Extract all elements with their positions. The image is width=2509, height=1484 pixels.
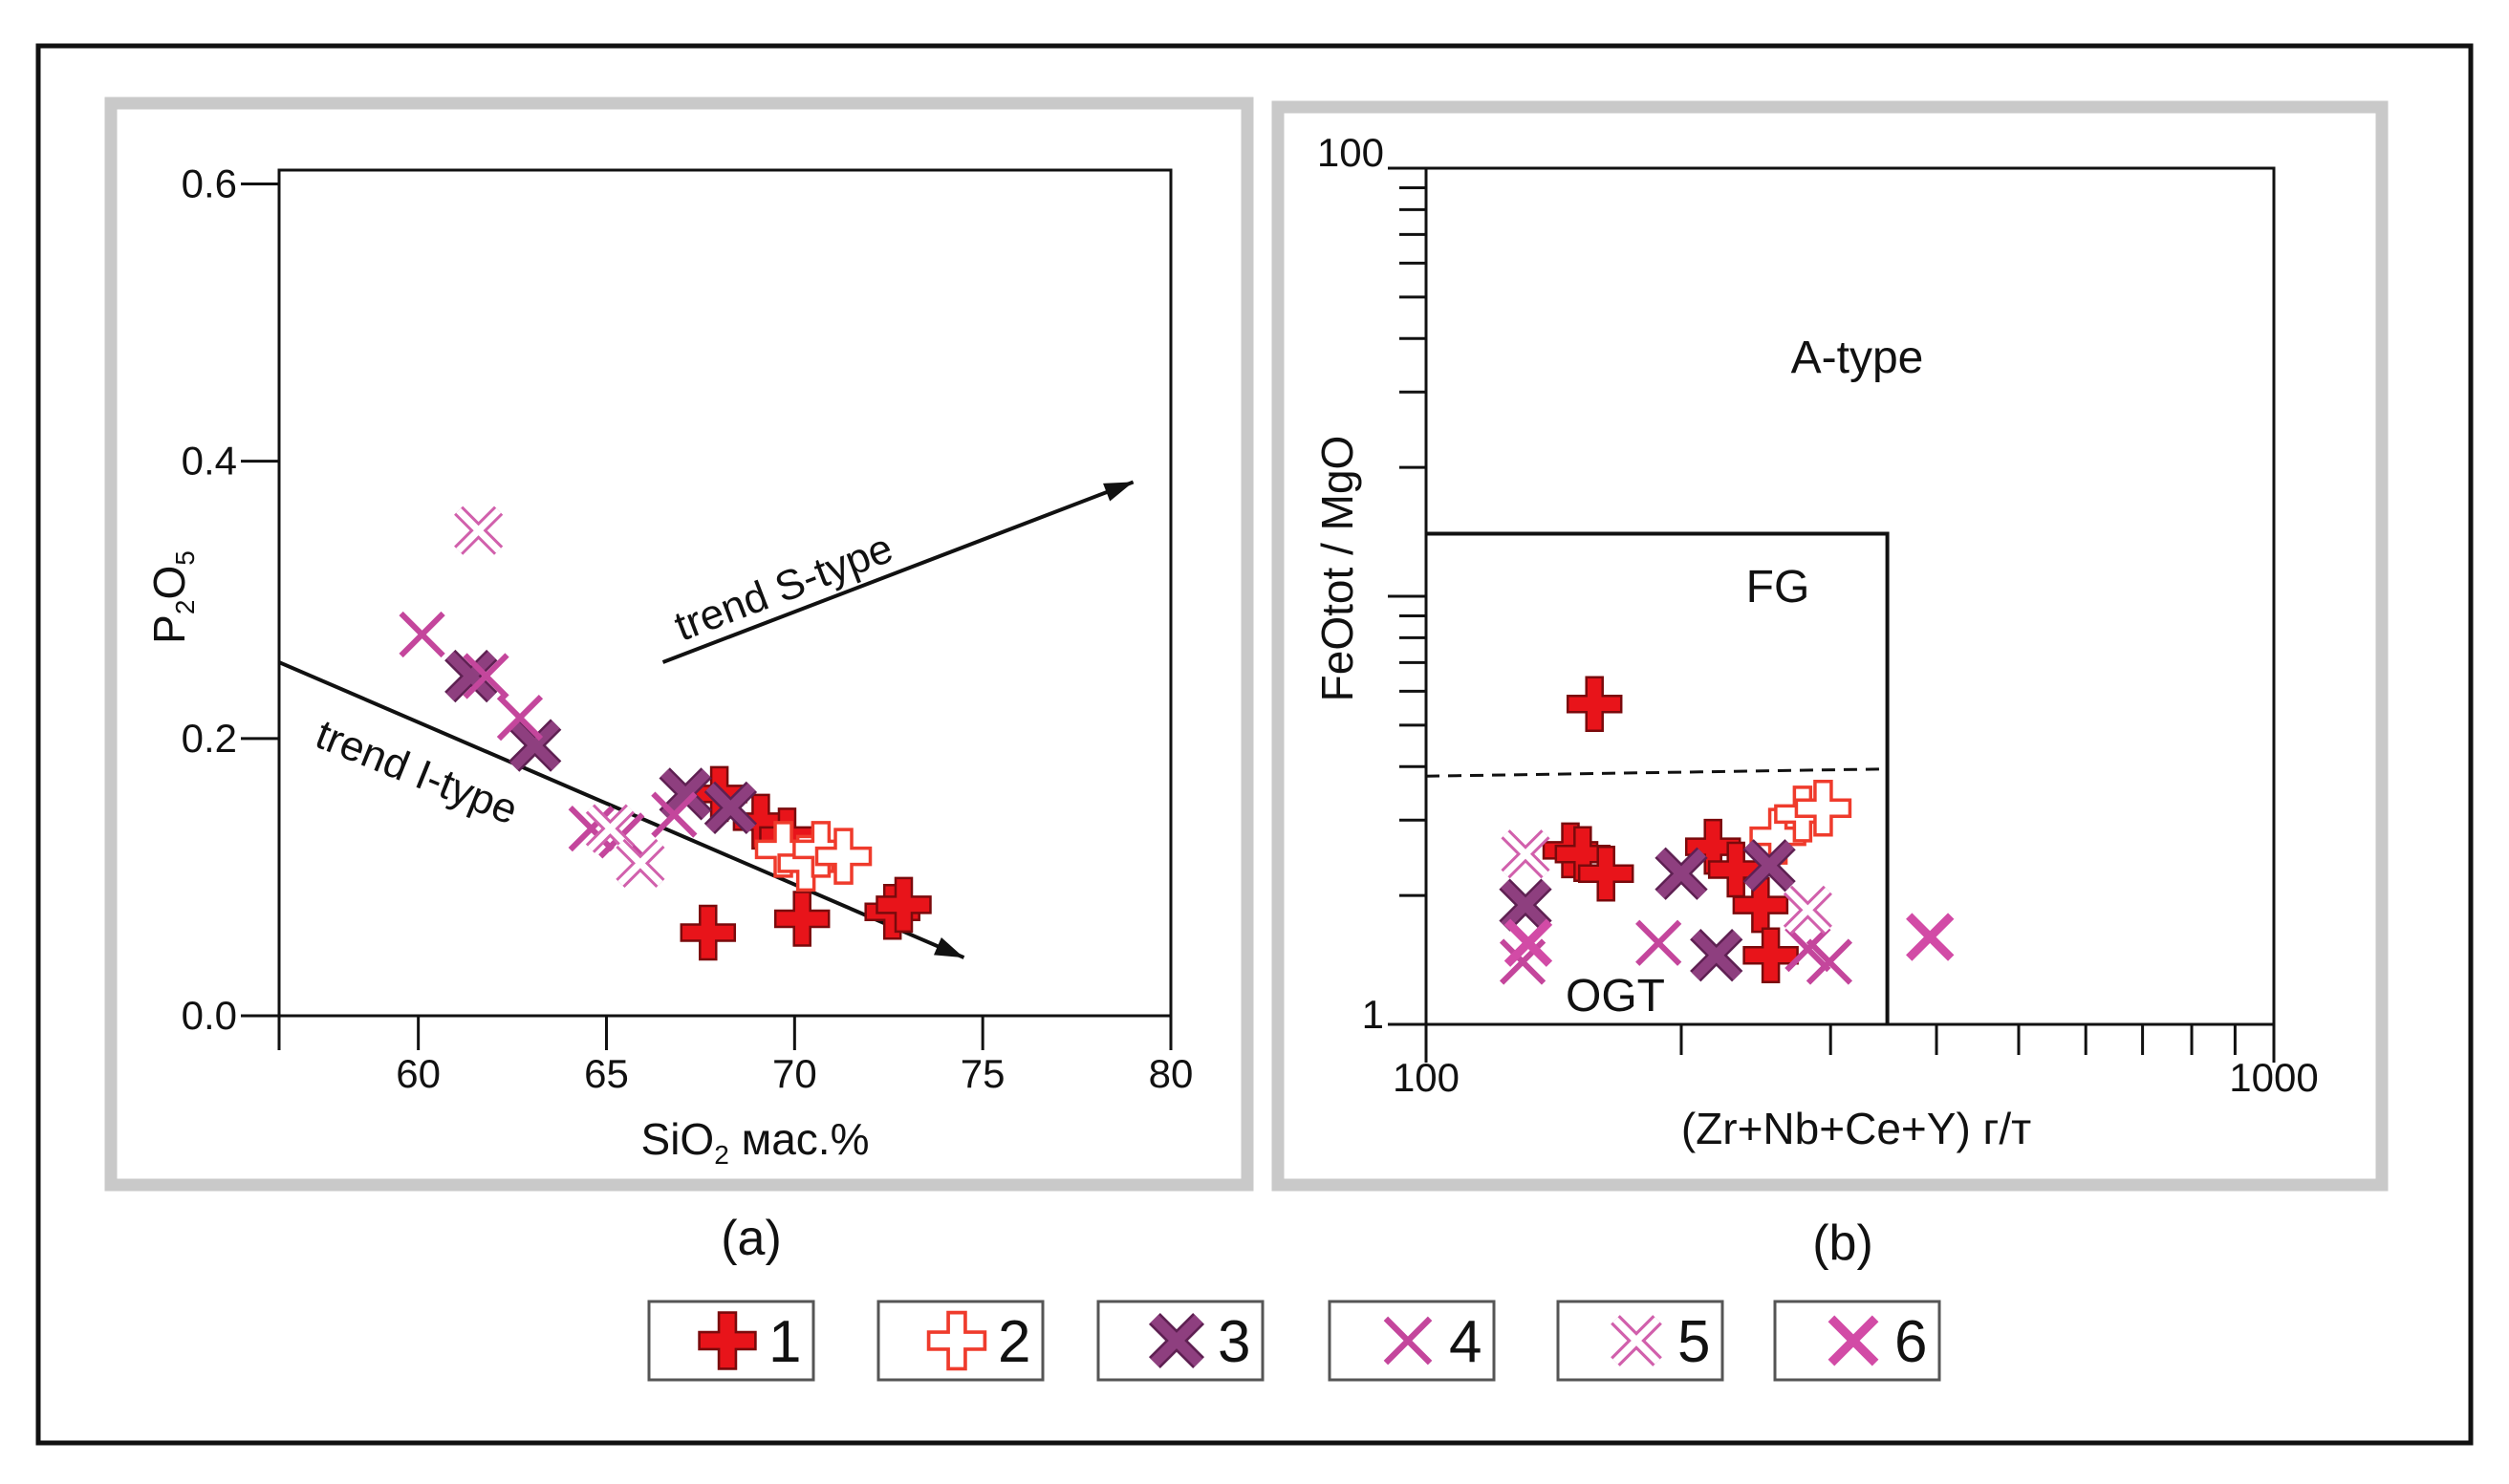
x-axis-title-a: SiO2 мас.%: [641, 1114, 870, 1170]
data-point-series-2: [754, 821, 812, 878]
legend-item-2: 2: [876, 1300, 1045, 1382]
data-point-series-5: [616, 838, 665, 889]
x-axis-title-b: (Zr+Nb+Ce+Y) г/т: [1681, 1104, 2031, 1153]
legend: 1 2 3 4 5 6: [647, 1300, 1941, 1382]
data-point-series-6: [1503, 918, 1553, 967]
data-point-series-4: [1806, 938, 1853, 985]
panel-a-frame: [104, 97, 1254, 1192]
y-axis-title-b: FeOtot / MgO: [1312, 436, 1362, 702]
y-tick-label-a: 0.6: [182, 161, 237, 206]
data-point-series-2: [1794, 779, 1852, 837]
legend-label-1: 1: [768, 1309, 801, 1375]
fg-ogt-boundary: [1425, 767, 1888, 778]
region-label-a-type: A-type: [1791, 333, 1924, 383]
points-b: [1499, 676, 1955, 985]
data-point-series-1: [680, 904, 737, 961]
x-tick-label-a: 80: [1149, 1051, 1194, 1096]
data-point-series-5: [1501, 829, 1550, 879]
data-point-series-3: [703, 781, 758, 835]
data-point-series-5: [1783, 885, 1832, 935]
data-point-series-5: [454, 505, 504, 555]
x-tick-label-a: 65: [584, 1051, 629, 1096]
data-point-series-1: [1577, 845, 1634, 902]
y-tick-label-a: 0.0: [182, 993, 237, 1038]
x-tick-label-b: 1000: [2229, 1055, 2318, 1100]
x-tick-label-a: 70: [772, 1051, 817, 1096]
legend-item-1: 1: [647, 1300, 815, 1382]
legend-label-4: 4: [1449, 1309, 1482, 1375]
plot-area-a: [277, 168, 1173, 1018]
legend-marker-3: [1148, 1312, 1205, 1369]
legend-marker-6: [1828, 1315, 1879, 1366]
panel-caption-a: (a): [721, 1211, 782, 1266]
x-axis-a: 60 65 70 75 80 0.0 0.2 0.4 0.6: [182, 161, 1194, 1096]
panel-b-frame: [1271, 100, 2389, 1192]
x-tick-label-b: 100: [1393, 1055, 1460, 1100]
data-point-series-4: [463, 653, 509, 699]
data-point-series-1: [1742, 927, 1799, 983]
points-a: [399, 505, 932, 961]
legend-label-5: 5: [1677, 1309, 1710, 1375]
trend-arrowhead: [1103, 482, 1134, 502]
legend-item-3: 3: [1096, 1300, 1265, 1382]
legend-marker-1: [698, 1311, 757, 1370]
data-point-series-4: [1635, 919, 1682, 966]
data-point-series-3: [1690, 929, 1743, 982]
data-point-series-4: [1784, 925, 1831, 973]
region-label-ogt: OGT: [1566, 971, 1665, 1022]
data-point-series-1: [773, 891, 831, 947]
y-tick-label-a: 0.2: [182, 716, 237, 761]
data-point-series-3: [444, 649, 498, 703]
data-point-series-4: [496, 694, 544, 742]
legend-marker-5: [1611, 1315, 1662, 1366]
x-tick-label-a: 60: [396, 1051, 441, 1096]
legend-marker-2: [926, 1310, 987, 1371]
legend-label-2: 2: [998, 1309, 1030, 1375]
region-label-fg: FG: [1746, 562, 1810, 613]
data-point-series-4: [399, 611, 445, 658]
panel-caption-b: (b): [1812, 1215, 1873, 1271]
y-tick-label-b: 1: [1362, 992, 1384, 1037]
panel-a: 60 65 70 75 800.00.20.40.6 trend S-typetrend…: [104, 97, 1254, 1266]
legend-item-5: 5: [1556, 1300, 1724, 1382]
legend-item-6: 6: [1773, 1300, 1941, 1382]
data-point-series-4: [651, 791, 698, 838]
data-point-series-6: [1906, 913, 1955, 961]
data-point-series-2: [1749, 807, 1806, 865]
data-point-series-3: [1499, 878, 1552, 932]
trend-arrowhead: [933, 937, 964, 958]
data-point-series-4: [568, 806, 615, 852]
data-point-series-2: [814, 828, 873, 885]
fg-boundary: [1426, 531, 1890, 1024]
plot-area-b: [1424, 166, 2276, 1026]
data-point-series-1: [1566, 676, 1623, 733]
legend-marker-4: [1383, 1316, 1433, 1366]
legend-item-4: 4: [1328, 1300, 1496, 1382]
data-point-series-3: [508, 719, 562, 772]
x-tick-label-a: 75: [961, 1051, 1006, 1096]
legend-label-3: 3: [1218, 1309, 1250, 1375]
trend-line: [661, 480, 1135, 664]
y-tick-label-a: 0.4: [182, 439, 237, 484]
data-point-series-3: [1742, 839, 1796, 893]
y-tick-label-b: 100: [1317, 130, 1384, 175]
data-point-series-1: [876, 876, 932, 934]
data-point-series-3: [1655, 847, 1708, 900]
y-axis-title-a: P2O5: [144, 550, 200, 644]
legend-label-6: 6: [1894, 1309, 1927, 1375]
regions-b: [1425, 531, 1890, 1024]
